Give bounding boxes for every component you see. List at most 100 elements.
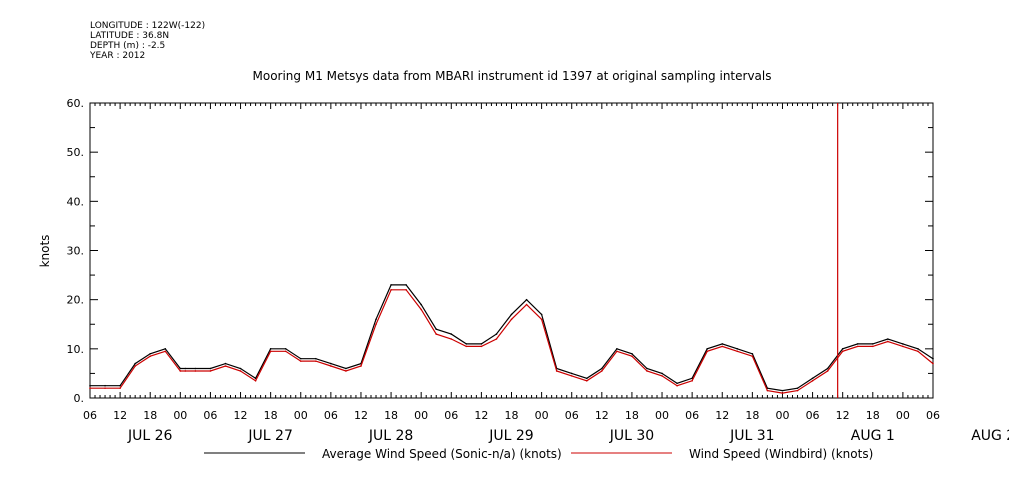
x-hour-label: 06	[83, 409, 97, 422]
series-point-average	[902, 343, 904, 345]
series-point-average	[781, 389, 784, 392]
series-point-average	[616, 348, 618, 350]
year-label: YEAR : 2012	[90, 51, 146, 61]
series-point-windbird	[676, 384, 678, 387]
y-tick-label: 20.	[67, 294, 85, 307]
series-point-windbird	[540, 318, 543, 321]
series-point-average	[450, 333, 453, 335]
x-hour-label: 18	[866, 409, 880, 422]
series-point-average	[465, 343, 468, 345]
series-point-average	[134, 362, 136, 365]
series-point-average	[179, 367, 182, 370]
series-point-windbird	[149, 355, 152, 358]
series-point-average	[269, 348, 272, 350]
series-point-average	[299, 357, 302, 360]
y-tick-label: 0.	[74, 392, 85, 405]
series-point-windbird	[375, 323, 377, 326]
x-hour-label: 00	[655, 409, 669, 422]
series-point-average	[721, 343, 724, 345]
series-point-windbird	[616, 350, 618, 353]
series-point-windbird	[239, 370, 242, 372]
series-point-windbird	[525, 303, 528, 306]
x-hour-label: 18	[625, 409, 639, 422]
series-point-windbird	[902, 345, 904, 348]
series-point-average	[525, 298, 528, 301]
x-hour-label: 18	[384, 409, 398, 422]
x-hour-label: 12	[234, 409, 248, 422]
series-point-average	[585, 377, 588, 380]
x-hour-label: 12	[354, 409, 368, 422]
series-point-average	[184, 367, 187, 370]
x-day-label: JUL 26	[127, 428, 173, 444]
series-point-windbird	[480, 345, 483, 348]
series-point-windbird	[164, 350, 167, 353]
series-point-average	[194, 367, 197, 370]
series-point-windbird	[570, 375, 573, 377]
y-tick-label: 40.	[67, 195, 85, 208]
x-day-label: JUL 30	[609, 428, 654, 444]
depth-label: DEPTH (m) : -2.5	[90, 41, 166, 51]
series-point-windbird	[360, 365, 362, 367]
y-axis-label: knots	[38, 235, 52, 268]
y-tick-label: 50.	[67, 146, 85, 159]
x-hour-label: 18	[505, 409, 519, 422]
x-hour-label: 06	[685, 409, 699, 422]
series-point-average	[826, 367, 829, 370]
series-point-windbird	[134, 365, 136, 367]
series-point-windbird	[856, 345, 859, 348]
series-point-windbird	[826, 370, 829, 372]
x-hour-label: 06	[444, 409, 458, 422]
x-day-label: JUL 27	[247, 428, 292, 444]
series-point-average	[510, 313, 513, 316]
series-point-average	[104, 384, 106, 387]
series-point-windbird	[932, 362, 934, 365]
x-day-label: AUG 1	[851, 428, 895, 444]
series-point-average	[887, 338, 889, 340]
x-hour-label: 12	[474, 409, 488, 422]
series-point-average	[661, 372, 663, 375]
legend: Average Wind Speed (Sonic-n/a) (knots) W…	[204, 447, 873, 461]
series-point-average	[676, 382, 678, 385]
legend-label-windbird: Wind Speed (Windbird) (knots)	[689, 447, 873, 461]
series-line-average	[90, 284, 934, 392]
series-point-windbird	[601, 370, 603, 372]
legend-label-average: Average Wind Speed (Sonic-n/a) (knots)	[322, 447, 562, 461]
series-line-windbird	[90, 289, 934, 394]
chart-title: Mooring M1 Metsys data from MBARI instru…	[253, 69, 772, 83]
series-point-average	[856, 343, 859, 345]
series-point-average	[811, 377, 814, 380]
series-point-windbird	[435, 333, 438, 335]
series-point-average	[495, 333, 498, 335]
series-point-windbird	[119, 387, 121, 389]
series-point-windbird	[209, 370, 212, 372]
series-point-average	[751, 352, 754, 355]
series-point-windbird	[495, 338, 498, 340]
series-point-windbird	[796, 389, 799, 392]
longitude-label: LONGITUDE : 122W(-122)	[90, 21, 206, 31]
x-hour-label: 00	[775, 409, 789, 422]
series-point-average	[841, 348, 844, 350]
series-point-average	[917, 348, 919, 350]
series-point-windbird	[917, 350, 919, 353]
series-point-average	[646, 367, 648, 370]
series-point-windbird	[646, 370, 648, 372]
series-point-windbird	[269, 350, 272, 353]
series-point-average	[89, 384, 91, 387]
series-point-windbird	[781, 392, 784, 394]
series-point-average	[330, 362, 332, 365]
series-point-windbird	[510, 318, 513, 321]
x-hour-label: 12	[715, 409, 729, 422]
x-hour-label: 12	[113, 409, 127, 422]
series-point-windbird	[751, 355, 754, 358]
x-hour-label: 06	[926, 409, 940, 422]
series-point-windbird	[284, 350, 287, 353]
series-point-windbird	[811, 379, 814, 382]
x-hour-label: 00	[173, 409, 187, 422]
series-point-windbird	[420, 308, 422, 311]
series-point-average	[119, 384, 121, 387]
station-metadata: LONGITUDE : 122W(-122) LATITUDE : 36.8N …	[90, 21, 205, 61]
series-point-windbird	[631, 355, 633, 358]
series-point-average	[871, 343, 874, 345]
series-point-windbird	[887, 340, 889, 343]
